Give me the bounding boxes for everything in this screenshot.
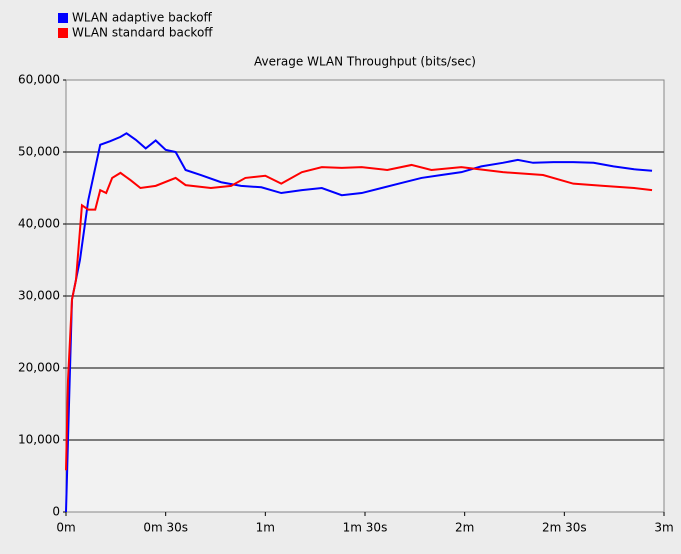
- y-tick-label: 0: [52, 505, 60, 519]
- x-tick-label: 1m: [256, 521, 275, 535]
- y-tick-label: 60,000: [18, 73, 60, 87]
- legend-label: WLAN adaptive backoff: [72, 11, 213, 25]
- x-tick-label: 0m 30s: [143, 521, 188, 535]
- line: [65, 132, 653, 513]
- legend-swatch: [58, 28, 68, 38]
- y-tick-label: 10,000: [18, 433, 60, 447]
- legend-label: WLAN standard backoff: [72, 26, 213, 40]
- line: [65, 163, 653, 471]
- y-tick-label: 40,000: [18, 217, 60, 231]
- x-tick-label: 2m 30s: [542, 521, 587, 535]
- x-tick-label: 1m 30s: [343, 521, 388, 535]
- x-tick-label: 2m: [455, 521, 474, 535]
- y-tick-label: 20,000: [18, 361, 60, 375]
- y-tick-label: 50,000: [18, 145, 60, 159]
- x-tick-label: 0m: [56, 521, 75, 535]
- x-tick-label: 3m: [654, 521, 673, 535]
- y-tick-label: 30,000: [18, 289, 60, 303]
- chart-title: Average WLAN Throughput (bits/sec): [254, 55, 476, 69]
- legend-swatch: [58, 13, 68, 23]
